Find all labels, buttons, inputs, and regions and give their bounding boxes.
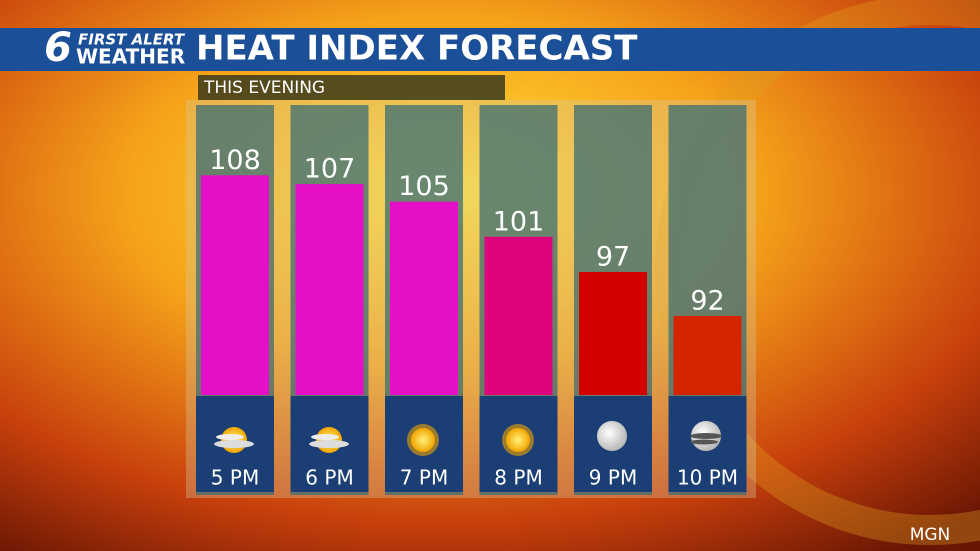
logo-line: WEATHER <box>76 45 185 69</box>
subtitle-box <box>198 75 505 100</box>
header-bar <box>0 28 980 71</box>
x-tick-label: 9 PM <box>589 466 637 490</box>
x-tick-label: 5 PM <box>211 466 259 490</box>
icon-moon <box>597 421 627 451</box>
x-tick-label: 7 PM <box>400 466 448 490</box>
icon-partly-sunny <box>214 427 254 453</box>
value-label: 107 <box>304 154 356 185</box>
bar <box>295 184 364 395</box>
bar <box>390 201 458 395</box>
logo-number: 6 <box>44 25 72 71</box>
bar <box>673 315 742 395</box>
panel <box>186 100 756 498</box>
value-label: 105 <box>398 171 450 202</box>
bar <box>579 271 647 395</box>
icons <box>214 421 722 456</box>
icon-sunny <box>407 424 439 456</box>
value-label: 92 <box>690 285 724 316</box>
icon-partly-sunny <box>309 427 349 453</box>
icon-sunny <box>502 424 534 456</box>
chart-title: HEAT INDEX FORECAST <box>196 29 638 69</box>
logo-line: FIRST ALERT <box>78 31 186 49</box>
icon-moon-cloud <box>690 421 722 451</box>
bar <box>201 175 269 395</box>
value-label: 108 <box>209 145 261 176</box>
value-label: 101 <box>493 206 545 237</box>
chart-subtitle: THIS EVENING <box>203 78 325 98</box>
x-tick-label: 8 PM <box>494 466 542 490</box>
watermark: MGN <box>910 525 951 545</box>
value-label: 97 <box>596 241 630 272</box>
x-tick-label: 6 PM <box>305 466 353 490</box>
bar <box>484 236 553 395</box>
x-tick-label: 10 PM <box>677 466 738 490</box>
